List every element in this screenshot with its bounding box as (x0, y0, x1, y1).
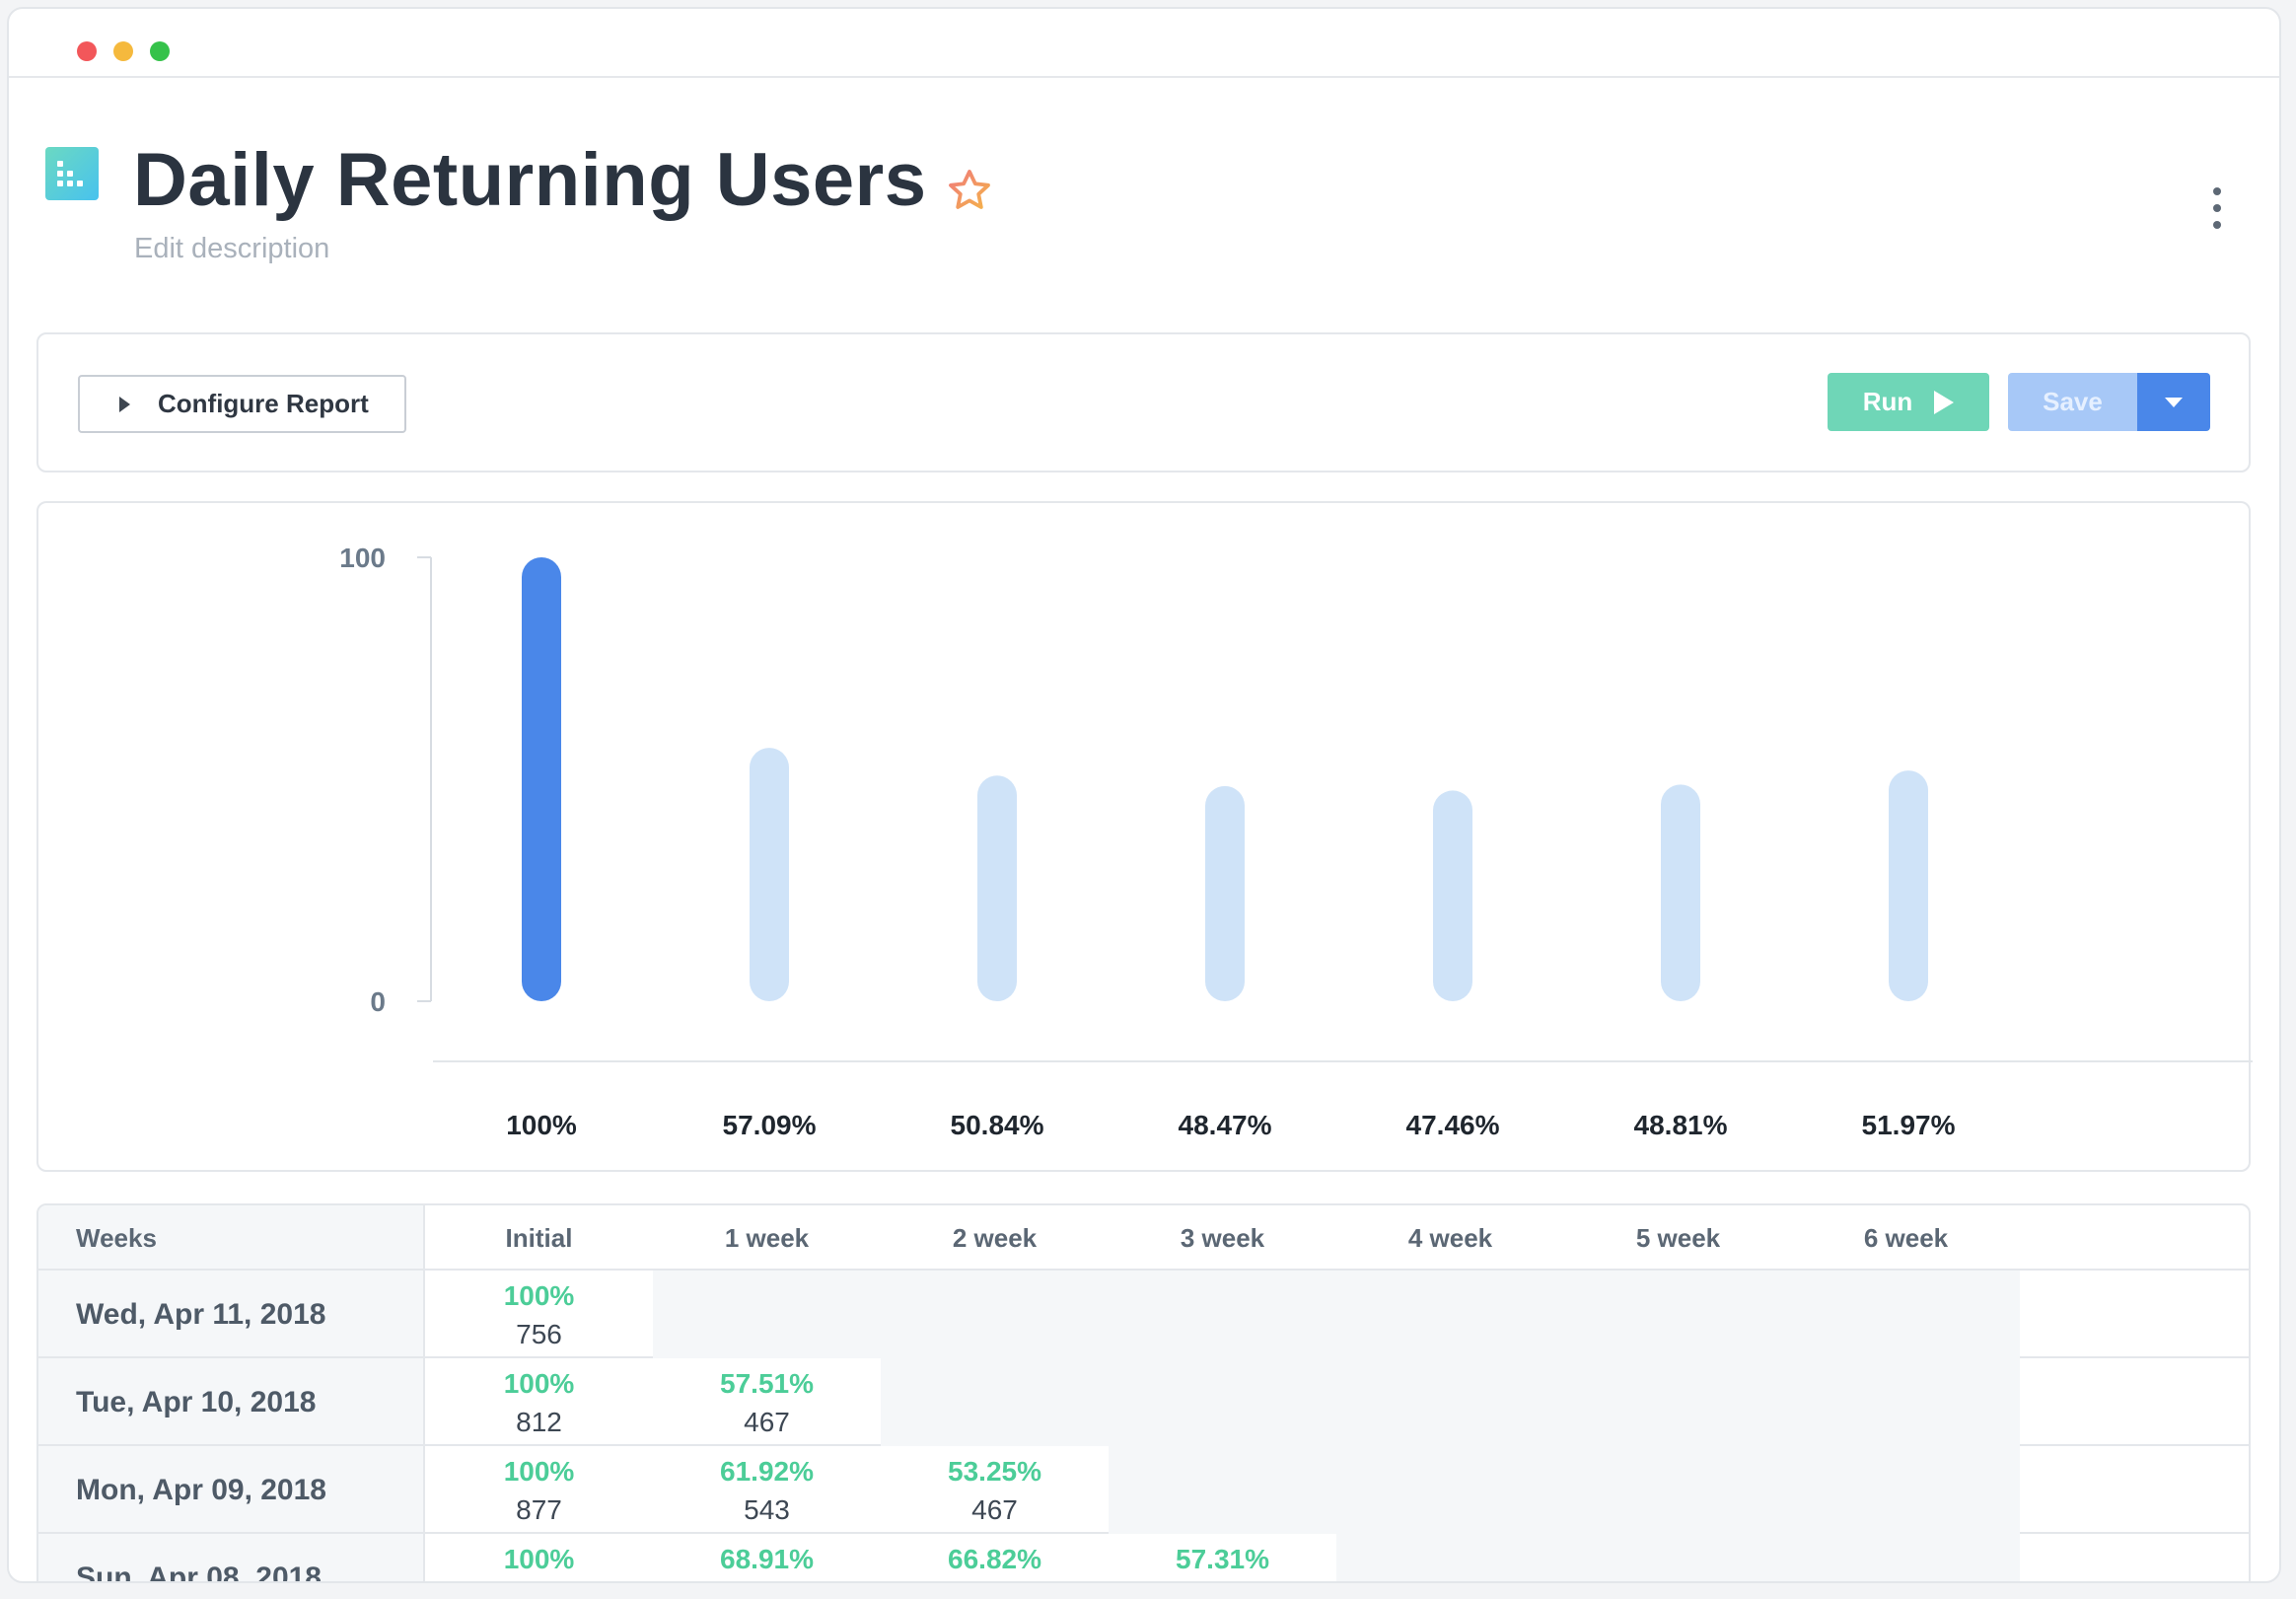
retention-count: 467 (971, 1494, 1018, 1525)
empty-cell-region (1109, 1446, 2020, 1534)
empty-cell-region (1336, 1534, 2020, 1581)
save-options-dropdown[interactable] (2137, 373, 2210, 431)
bar-4-week (1433, 790, 1472, 1001)
bar-2-week (977, 775, 1017, 1001)
retention-percent: 68.91% (720, 1544, 814, 1574)
retention-percent: 61.92% (720, 1456, 814, 1487)
retention-count: 467 (744, 1407, 790, 1437)
retention-percent: 100% (503, 1280, 575, 1311)
retention-count: 812 (516, 1407, 562, 1437)
retention-cell[interactable]: 100% 756 (425, 1271, 653, 1358)
retention-cell[interactable]: 100% (425, 1534, 653, 1581)
row-date: Mon, Apr 09, 2018 (76, 1474, 326, 1506)
favorite-star-icon[interactable] (946, 167, 993, 214)
table-row: Tue, Apr 10, 2018 100% 812 57.51% 467 (38, 1358, 2249, 1446)
table-row: Sun, Apr 08, 2018 100% 68.91% 66.82% 57.31% (38, 1534, 2249, 1583)
retention-percent: 57.31% (1176, 1544, 1269, 1574)
retention-cell[interactable]: 57.51% 467 (653, 1358, 881, 1446)
retention-table: Weeks Initial 1 week 2 week 3 week 4 week 5 we… (36, 1203, 2251, 1583)
retention-percent: 100% (503, 1544, 575, 1574)
column-header-initial[interactable]: Initial (505, 1223, 573, 1253)
retention-cell[interactable]: 61.92% 543 (653, 1446, 881, 1534)
report-toolbar: Configure Report Run Save (36, 332, 2251, 472)
caret-right-icon (119, 396, 130, 412)
bar-1-week (750, 748, 789, 1001)
y-tick-label: 100 (339, 543, 386, 573)
retention-percent: 100% (503, 1456, 575, 1487)
column-header-6-week[interactable]: 6 week (1863, 1223, 1949, 1253)
date-column-background (38, 1205, 425, 1581)
table-header: Weeks Initial 1 week 2 week 3 week 4 week 5 we… (38, 1205, 2249, 1271)
bar-5-week (1661, 784, 1700, 1001)
save-label: Save (2043, 387, 2103, 416)
bar-value-label: 50.84% (951, 1110, 1044, 1140)
retention-count: 756 (516, 1319, 562, 1349)
play-icon (1934, 390, 1955, 414)
retention-count: 543 (744, 1494, 790, 1525)
retention-percent: 53.25% (948, 1456, 1041, 1487)
table-row: Wed, Apr 11, 2018 100% 756 (38, 1271, 2249, 1358)
run-button[interactable]: Run (1828, 373, 1989, 431)
minimize-window-button[interactable] (113, 41, 133, 61)
bar-value-label: 100% (506, 1110, 577, 1140)
row-date: Tue, Apr 10, 2018 (76, 1386, 317, 1418)
run-label: Run (1862, 387, 1913, 416)
column-header-1-week[interactable]: 1 week (724, 1223, 810, 1253)
close-window-button[interactable] (77, 41, 97, 61)
retention-cell[interactable]: 57.31% (1109, 1534, 1336, 1581)
report-chart-icon (45, 147, 99, 200)
configure-report-button[interactable]: Configure Report (78, 375, 406, 433)
y-tick-label: 0 (370, 986, 386, 1017)
empty-cell-region (653, 1271, 2020, 1358)
retention-count: 877 (516, 1494, 562, 1525)
retention-percent: 66.82% (948, 1544, 1041, 1574)
more-options-icon[interactable] (2210, 187, 2224, 229)
column-header-5-week[interactable]: 5 week (1635, 1223, 1721, 1253)
bar-value-label: 48.81% (1634, 1110, 1728, 1140)
row-date: Sun, Apr 08, 2018 (76, 1562, 322, 1583)
save-button[interactable]: Save (2008, 373, 2137, 431)
column-header-3-week[interactable]: 3 week (1180, 1223, 1265, 1253)
retention-cell[interactable]: 53.25% 467 (881, 1446, 1109, 1534)
bar-6-week (1889, 770, 1928, 1001)
page-title: Daily Returning Users (133, 138, 927, 222)
chevron-down-icon (2165, 397, 2183, 407)
bar-value-label: 47.46% (1406, 1110, 1500, 1140)
retention-percent: 100% (503, 1368, 575, 1399)
bar-initial (522, 557, 561, 1001)
bar-value-label: 57.09% (723, 1110, 817, 1140)
edit-description-field[interactable]: Edit description (134, 233, 330, 264)
window-titlebar (9, 9, 2279, 78)
column-header-2-week[interactable]: 2 week (952, 1223, 1038, 1253)
retention-chart: 0 100 100% 57.09% 50.84% 48.47% 47.46% 48.81% 51… (36, 501, 2253, 1172)
app-window: Daily Returning Users Edit description C… (7, 7, 2281, 1583)
empty-cell-region (881, 1358, 2020, 1446)
chart-canvas: 0 100 100% 57.09% 50.84% 48.47% 47.46% 48.81% 51… (339, 543, 2253, 1140)
column-header-4-week[interactable]: 4 week (1407, 1223, 1493, 1253)
maximize-window-button[interactable] (150, 41, 170, 61)
retention-cell[interactable]: 100% 812 (425, 1358, 653, 1446)
configure-report-label: Configure Report (158, 389, 369, 418)
retention-cell[interactable]: 68.91% (653, 1534, 881, 1581)
bar-3-week (1205, 785, 1245, 1001)
column-header-weeks[interactable]: Weeks (76, 1223, 157, 1253)
retention-cell[interactable]: 100% 877 (425, 1446, 653, 1534)
retention-cell[interactable]: 66.82% (881, 1534, 1109, 1581)
row-date: Wed, Apr 11, 2018 (76, 1298, 326, 1331)
table-row: Mon, Apr 09, 2018 100% 877 61.92% 543 53.25% 4… (38, 1446, 2249, 1534)
bar-value-label: 51.97% (1862, 1110, 1956, 1140)
bar-value-label: 48.47% (1179, 1110, 1272, 1140)
retention-percent: 57.51% (720, 1368, 814, 1399)
